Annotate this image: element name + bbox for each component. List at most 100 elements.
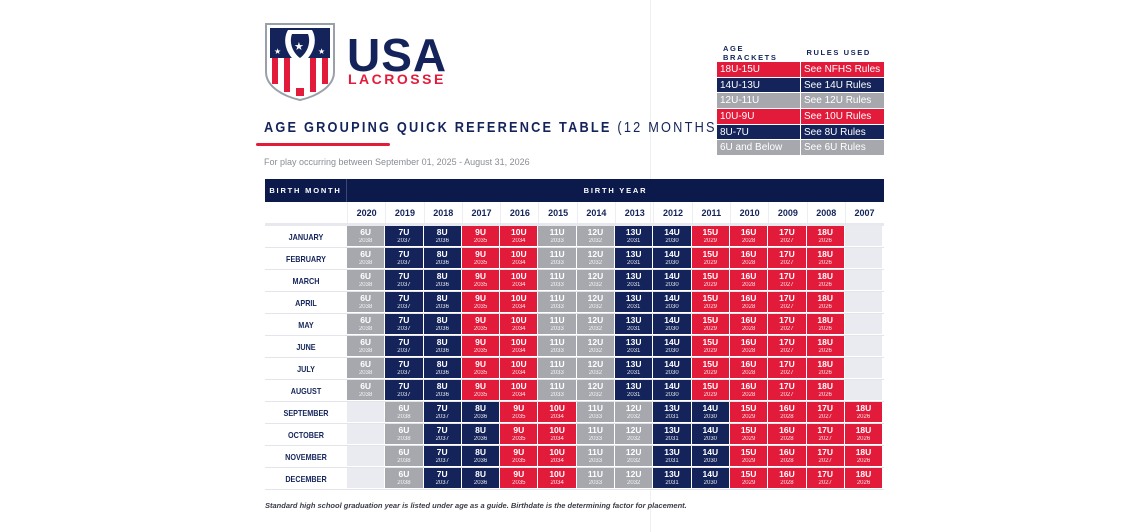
age-cell: 15U 2029 [729, 424, 769, 445]
year-header-cell: 2008 [806, 202, 845, 223]
age-group: 10U [511, 271, 527, 281]
graduation-year: 2030 [703, 458, 717, 464]
age-cell: 9U 2035 [461, 292, 501, 313]
bracket-label: 6U and Below [720, 142, 783, 154]
age-group: 18U [817, 359, 833, 369]
age-cell: 7U 2037 [385, 314, 424, 335]
graduation-year: 2029 [703, 304, 717, 310]
age-group: 13U [664, 469, 680, 479]
age-group: 6U [360, 359, 372, 369]
age-cell: 7U 2037 [385, 226, 424, 247]
age-group: 14U [702, 447, 719, 457]
age-cell: 12U 2032 [615, 402, 654, 423]
age-group: 11U [587, 425, 603, 435]
age-group: 11U [549, 381, 565, 391]
age-group: 17U [779, 293, 795, 303]
graduation-year: 2033 [588, 458, 603, 464]
year-header-cell: 2013 [615, 202, 653, 223]
graduation-year: 2027 [780, 326, 794, 332]
graduation-year: 2038 [358, 392, 373, 398]
graduation-year: 2033 [550, 348, 564, 354]
age-cell: 18U 2026 [806, 248, 845, 269]
graduation-year: 2035 [473, 260, 488, 266]
month-label: OCTOBER [287, 430, 324, 440]
age-cell: 15U 2029 [691, 270, 730, 291]
age-cell: 18U 2026 [844, 468, 884, 489]
age-group: 9U [513, 469, 525, 479]
graduation-year: 2026 [818, 370, 832, 376]
age-cell: 8U 2036 [423, 292, 462, 313]
bracket-label: 12U-11U [720, 95, 760, 107]
age-cell: 16U 2028 [768, 402, 807, 423]
age-cell: 16U 2028 [768, 424, 807, 445]
graduation-year: 2028 [780, 436, 794, 442]
graduation-year: 2031 [627, 304, 641, 310]
age-cell: 6U 2038 [385, 468, 424, 489]
age-cell: 12U 2032 [615, 424, 654, 445]
graduation-year: 2034 [512, 370, 526, 376]
age-cell: 17U 2027 [806, 446, 845, 467]
age-cell: 11U 2033 [576, 446, 616, 467]
age-cell: 6U 2038 [385, 446, 424, 467]
age-group: 15U [740, 425, 757, 435]
age-group: 16U [779, 425, 795, 435]
graduation-year: 2030 [703, 414, 717, 420]
age-cell: 11U 2033 [538, 380, 577, 401]
age-cell: 14U 2030 [691, 446, 730, 467]
age-group: 16U [740, 249, 757, 259]
graduation-year: 2026 [818, 304, 832, 310]
age-group: 11U [549, 227, 565, 237]
age-cell: 9U 2035 [461, 336, 501, 357]
age-group: 6U [360, 249, 372, 259]
age-group: 9U [475, 315, 486, 325]
age-cell: 14U 2030 [691, 402, 730, 423]
graduation-year: 2038 [358, 348, 373, 354]
graduation-year: 2033 [550, 370, 564, 376]
graduation-year: 2032 [588, 260, 603, 266]
age-group: 18U [855, 425, 872, 435]
graduation-year: 2035 [473, 326, 488, 332]
graduation-year: 2037 [397, 326, 411, 332]
age-group: 11U [549, 359, 565, 369]
age-group: 17U [779, 359, 795, 369]
bracket-label: 18U-15U [720, 64, 761, 75]
birth-year-header: BIRTH YEAR [583, 186, 648, 195]
age-cell: 10U 2034 [500, 336, 539, 357]
age-cell: 13U 2031 [615, 336, 654, 357]
graduation-year: 2030 [703, 480, 717, 486]
age-cell: 16U 2028 [729, 270, 769, 291]
graduation-year: 2027 [780, 370, 794, 376]
age-group: 12U [587, 315, 604, 325]
age-group: 10U [549, 403, 565, 413]
graduation-year: 2036 [435, 392, 449, 398]
graduation-year: 2033 [550, 392, 564, 398]
age-group: 18U [855, 403, 872, 413]
rules-label: See 12U Rules [800, 93, 884, 109]
age-group: 9U [475, 381, 486, 391]
age-group: 14U [664, 359, 680, 369]
age-cell: 8U 2036 [461, 446, 501, 467]
age-cell: 15U 2029 [691, 314, 730, 335]
age-group: 12U [625, 403, 642, 413]
age-cell: 6U 2038 [347, 270, 386, 291]
age-group: 8U [436, 227, 448, 237]
graduation-year: 2029 [741, 458, 756, 464]
graduation-year: 2030 [665, 392, 679, 398]
age-cell: 8U 2036 [461, 468, 501, 489]
graduation-year: 2037 [435, 414, 449, 420]
empty-cell [844, 248, 884, 269]
age-group: 13U [625, 227, 642, 237]
age-group: 17U [779, 315, 795, 325]
graduation-year: 2036 [435, 370, 449, 376]
age-group: 10U [549, 425, 565, 435]
age-group: 12U [587, 337, 604, 347]
graduation-year: 2031 [627, 326, 641, 332]
age-group: 6U [398, 447, 410, 457]
age-cell: 18U 2026 [806, 358, 845, 379]
graduation-year: 2032 [588, 392, 603, 398]
month-label: NOVEMBER [285, 452, 327, 462]
graduation-year: 2027 [818, 458, 832, 464]
table-row: MARCH 6U 2038 7U 2037 8U 2036 9U 2035 10U 2034 11U 2… [265, 270, 884, 292]
age-group: 12U [625, 447, 642, 457]
age-cell: 12U 2032 [615, 446, 654, 467]
